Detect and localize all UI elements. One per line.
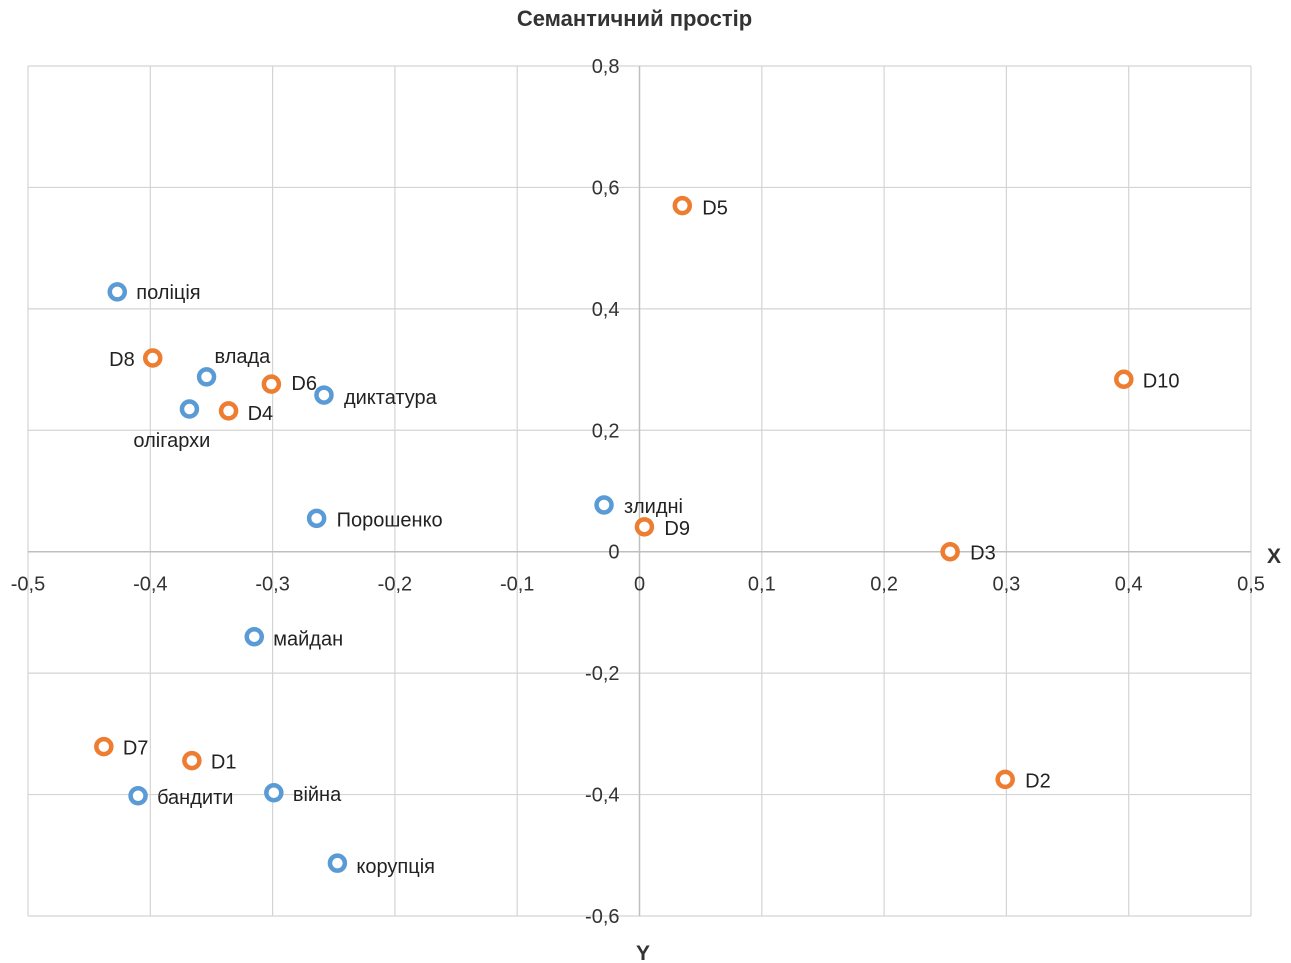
word-point-marker bbox=[594, 495, 614, 515]
document-point-marker bbox=[672, 195, 693, 216]
y-tick-label: -0,4 bbox=[585, 785, 619, 807]
axes bbox=[28, 66, 1251, 916]
point-label: D7 bbox=[123, 738, 149, 760]
y-tick-label: 0,2 bbox=[592, 420, 620, 442]
document-point-marker bbox=[634, 517, 655, 537]
point-label: D4 bbox=[248, 403, 274, 425]
x-tick-label: 0,1 bbox=[748, 574, 776, 596]
point-label: бандити bbox=[157, 787, 233, 809]
x-tick-label: 0,5 bbox=[1237, 574, 1265, 596]
data-points: поліція влада диктатура олігархи Порошенко зл… bbox=[94, 195, 1180, 878]
document-point-marker bbox=[94, 736, 114, 757]
document-point-marker bbox=[182, 750, 202, 771]
x-tick-label: 0,2 bbox=[870, 574, 898, 596]
point-label: війна bbox=[293, 784, 342, 806]
y-axis-label: Y bbox=[636, 942, 650, 963]
document-point-marker bbox=[142, 348, 163, 368]
point-label: D2 bbox=[1025, 770, 1051, 792]
point-label: D5 bbox=[702, 198, 728, 220]
point-label: D10 bbox=[1143, 370, 1180, 392]
x-tick-label: -0,4 bbox=[133, 574, 167, 596]
document-point-marker bbox=[940, 541, 960, 562]
word-point-marker bbox=[196, 367, 217, 387]
point-label: D9 bbox=[664, 518, 690, 540]
y-tick-label: 0,6 bbox=[592, 177, 620, 199]
document-point-marker bbox=[995, 769, 1015, 790]
document-point-marker bbox=[261, 374, 282, 394]
word-point-marker bbox=[244, 626, 265, 647]
x-tick-label: 0,3 bbox=[992, 574, 1020, 596]
x-tick-label: -0,2 bbox=[378, 574, 412, 596]
tick-labels: -0,5 -0,4 -0,3 -0,2 -0,1 0 0,1 0,2 0,3 0,4 0,5 0,8 0… bbox=[11, 56, 1265, 928]
word-point-marker bbox=[314, 385, 334, 405]
x-tick-label: 0 bbox=[634, 574, 645, 596]
word-point-marker bbox=[107, 282, 128, 302]
document-point-marker bbox=[1114, 369, 1134, 390]
y-tick-label: 0,8 bbox=[592, 56, 620, 78]
word-point-marker bbox=[306, 508, 327, 529]
word-point-marker bbox=[264, 783, 284, 803]
y-tick-label: 0,4 bbox=[592, 299, 620, 321]
point-label: D1 bbox=[211, 752, 237, 774]
point-label: корупція bbox=[356, 856, 435, 878]
point-label: D6 bbox=[291, 373, 317, 395]
point-label: D3 bbox=[970, 543, 996, 565]
document-point-marker bbox=[218, 401, 239, 421]
point-label: Порошенко bbox=[337, 509, 443, 531]
point-label: поліція bbox=[136, 282, 200, 304]
x-tick-label: -0,1 bbox=[500, 574, 534, 596]
x-tick-label: -0,3 bbox=[255, 574, 289, 596]
x-tick-label: 0,4 bbox=[1115, 574, 1143, 596]
point-label: майдан bbox=[273, 629, 343, 651]
word-point-marker bbox=[327, 853, 348, 873]
point-label: влада bbox=[215, 346, 272, 368]
word-point-marker bbox=[128, 786, 148, 806]
x-tick-label: -0,5 bbox=[11, 574, 45, 596]
x-axis-label: X bbox=[1267, 545, 1281, 568]
chart-title: Семантичний простір bbox=[516, 6, 753, 31]
y-tick-label: 0 bbox=[608, 542, 619, 564]
point-label: D8 bbox=[109, 349, 135, 371]
word-point-marker bbox=[179, 399, 200, 419]
point-label: злидні bbox=[624, 496, 683, 518]
point-label: олігархи bbox=[133, 430, 210, 452]
y-tick-label: -0,2 bbox=[585, 663, 619, 685]
y-tick-label: -0,6 bbox=[585, 906, 619, 928]
point-label: диктатура bbox=[344, 387, 438, 409]
